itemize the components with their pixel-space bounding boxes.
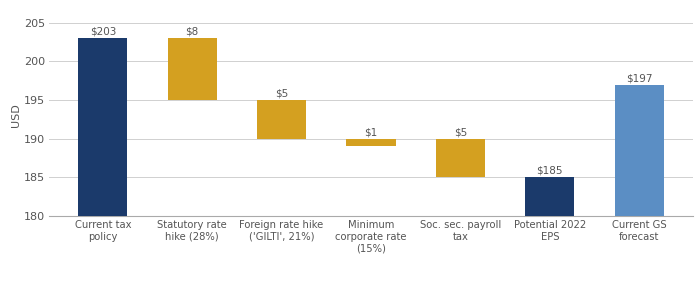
Bar — [436, 139, 485, 177]
Text: $5: $5 — [454, 127, 467, 137]
Text: $1: $1 — [365, 127, 377, 137]
Y-axis label: USD: USD — [11, 103, 21, 127]
Bar — [615, 85, 664, 216]
Text: $203: $203 — [90, 27, 116, 37]
Text: $5: $5 — [275, 88, 288, 98]
Text: $197: $197 — [626, 73, 652, 83]
Text: $8: $8 — [186, 27, 199, 37]
Bar — [346, 139, 395, 146]
Bar — [525, 177, 574, 216]
Text: $185: $185 — [536, 166, 563, 176]
Bar — [78, 38, 127, 216]
Bar — [257, 100, 306, 139]
Bar — [168, 38, 217, 100]
